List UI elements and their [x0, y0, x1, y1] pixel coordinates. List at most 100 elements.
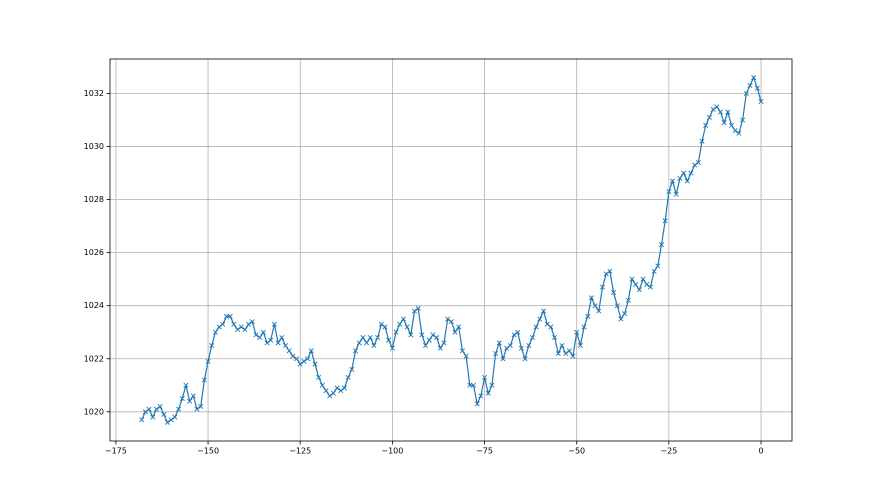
point-marker	[529, 335, 535, 341]
point-marker	[470, 382, 477, 388]
point-marker	[577, 342, 583, 349]
point-marker	[441, 340, 447, 346]
point-marker	[249, 319, 255, 325]
point-marker	[607, 268, 613, 274]
point-marker	[212, 329, 218, 335]
point-marker	[308, 348, 314, 354]
point-marker	[482, 374, 488, 380]
point-marker	[754, 85, 760, 91]
point-marker	[378, 321, 384, 327]
point-marker	[319, 382, 325, 388]
point-marker	[684, 178, 690, 184]
point-marker	[566, 348, 572, 354]
point-marker	[622, 311, 628, 317]
point-marker	[640, 276, 646, 282]
point-marker	[282, 342, 288, 349]
point-marker	[703, 122, 709, 128]
y-tick-label: 1024	[84, 301, 104, 310]
point-marker	[474, 401, 480, 407]
x-tick-label: −25	[660, 447, 677, 456]
point-marker	[389, 345, 395, 351]
point-marker	[330, 390, 336, 396]
x-tick-label: −150	[197, 447, 219, 456]
point-marker	[658, 242, 665, 248]
point-marker	[599, 284, 606, 290]
point-marker	[729, 122, 735, 128]
point-marker	[161, 411, 167, 417]
point-marker	[286, 348, 292, 354]
point-marker	[397, 321, 403, 327]
point-marker	[146, 406, 152, 412]
point-marker	[297, 361, 303, 367]
point-marker	[176, 406, 182, 412]
x-tick-label: −50	[568, 447, 585, 456]
x-tick-label: −75	[476, 447, 493, 456]
point-marker	[677, 175, 683, 181]
point-marker	[515, 329, 521, 335]
point-marker	[356, 340, 362, 346]
point-marker	[194, 406, 200, 412]
point-marker	[220, 321, 226, 327]
point-marker	[238, 324, 244, 330]
point-marker	[179, 396, 185, 402]
point-marker	[555, 350, 561, 356]
point-marker	[334, 385, 340, 391]
point-marker	[209, 342, 215, 349]
point-marker	[614, 303, 620, 309]
point-marker	[430, 332, 436, 338]
point-marker	[242, 327, 248, 333]
point-marker	[496, 340, 502, 346]
point-marker	[548, 324, 554, 330]
point-marker	[423, 342, 429, 349]
point-marker	[655, 263, 661, 269]
point-marker	[743, 90, 749, 97]
point-marker	[279, 335, 285, 341]
point-marker	[732, 128, 738, 134]
point-marker	[183, 382, 189, 388]
point-marker	[758, 98, 764, 104]
point-marker	[544, 321, 550, 327]
point-marker	[681, 170, 687, 176]
point-marker	[190, 393, 196, 399]
y-tick-label: 1022	[84, 354, 104, 363]
point-marker	[367, 335, 373, 341]
point-marker	[603, 271, 609, 277]
point-marker	[581, 324, 587, 330]
point-marker	[467, 382, 473, 388]
point-marker	[489, 382, 495, 388]
point-marker	[452, 329, 458, 335]
point-marker	[349, 366, 355, 372]
point-marker	[150, 414, 156, 420]
point-marker	[227, 313, 233, 319]
point-marker	[153, 406, 159, 412]
point-marker	[611, 289, 617, 295]
point-marker	[629, 276, 635, 282]
point-marker	[507, 342, 513, 349]
point-marker	[338, 388, 344, 394]
point-marker	[294, 356, 300, 362]
point-marker	[341, 385, 347, 391]
point-marker	[386, 337, 392, 343]
point-marker	[511, 332, 517, 338]
point-marker	[142, 409, 148, 415]
point-marker	[327, 393, 333, 399]
x-tick-label: −100	[381, 447, 403, 456]
point-marker	[456, 324, 462, 330]
point-marker	[570, 353, 576, 359]
point-marker	[323, 388, 329, 394]
point-marker	[164, 419, 171, 425]
point-marker	[662, 218, 668, 224]
point-marker	[172, 414, 178, 420]
point-marker	[375, 335, 381, 341]
point-marker	[625, 297, 631, 303]
point-marker	[275, 340, 281, 346]
point-marker	[157, 403, 163, 410]
x-tick-label: −175	[105, 447, 127, 456]
point-marker	[618, 316, 624, 322]
point-marker	[478, 393, 484, 399]
point-marker	[751, 75, 757, 81]
point-marker	[699, 138, 705, 144]
point-marker	[268, 337, 274, 343]
point-marker	[651, 268, 657, 274]
